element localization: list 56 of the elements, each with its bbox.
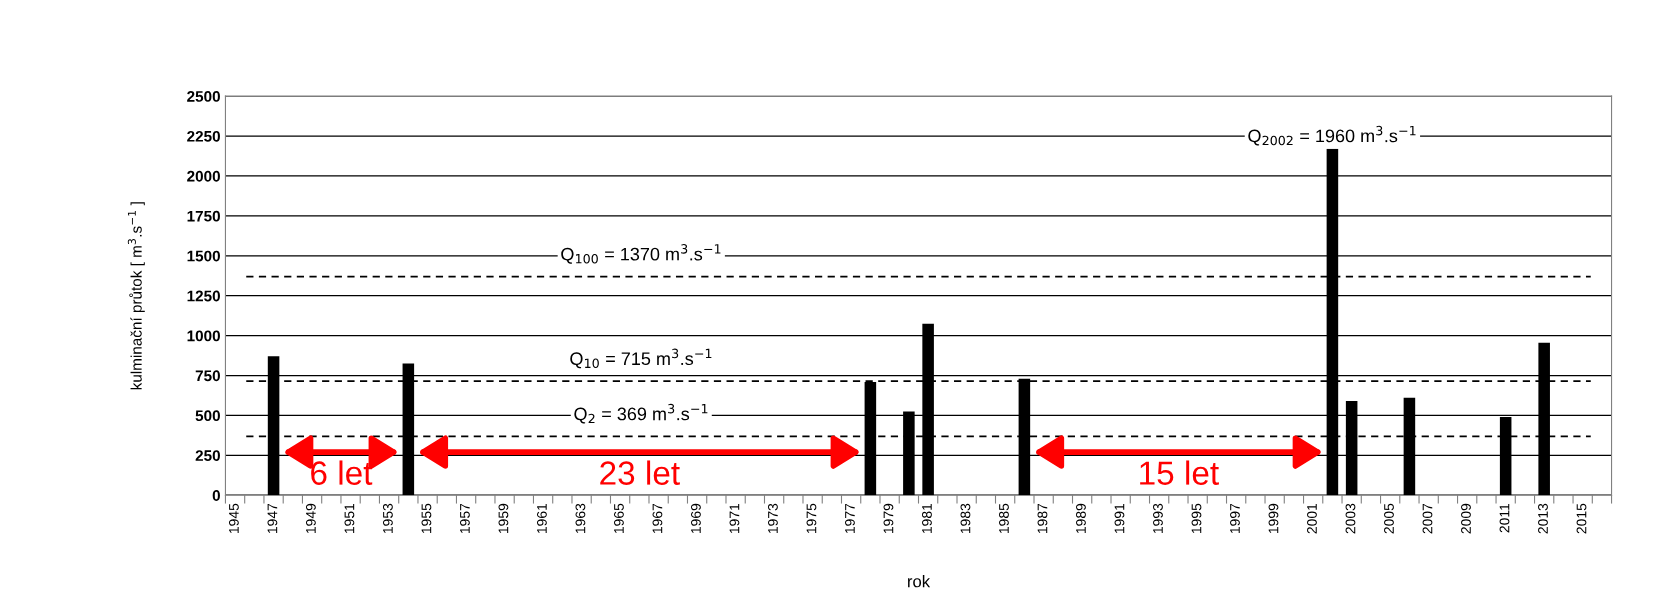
x-tick-label: 2007	[1422, 503, 1433, 534]
ref-line-label: Q$_{10}$ = 715 m$^{3}$.s$^{−1}$	[570, 348, 712, 369]
x-tick-label: 1989	[1076, 503, 1086, 534]
annotation: 6 let	[311, 460, 373, 485]
y-tick-label: 1500	[187, 250, 220, 262]
y-tick-label: 2250	[187, 130, 220, 142]
ref-line-label: Q$_{100}$ = 1370 m$^{3}$.s$^{−1}$	[561, 244, 721, 264]
x-tick-label: 1973	[768, 503, 778, 534]
x-tick-label: 1969	[691, 503, 701, 534]
x-tick-label: 1975	[806, 503, 817, 534]
x-tick-label: 1953	[382, 503, 393, 534]
y-tick-label: 500	[195, 410, 220, 422]
y-tick-label: 2000	[187, 170, 220, 182]
x-tick-label: 1999	[1268, 503, 1279, 534]
x-tick-label: 1995	[1191, 503, 1202, 534]
x-tick-label: 2011	[1499, 503, 1510, 533]
x-axis-title: rok	[908, 575, 931, 588]
annotation: 15 let	[1140, 460, 1219, 485]
y-tick-label: 1750	[187, 210, 220, 222]
x-tick-label: 2009	[1461, 503, 1471, 534]
x-tick-label: 1985	[999, 503, 1009, 534]
x-tick-label: 1951	[344, 503, 355, 534]
x-tick-label: 2005	[1384, 503, 1394, 534]
x-tick-label: 2013	[1538, 503, 1548, 534]
x-tick-label: 2015	[1576, 503, 1587, 534]
annotation: 23 let	[600, 460, 680, 485]
x-tick-label: 1987	[1037, 503, 1048, 534]
y-tick-label: 1250	[187, 290, 220, 302]
x-tick-label: 1955	[421, 503, 432, 534]
x-tick-label: 1959	[498, 503, 509, 534]
x-tick-label: 1949	[305, 503, 316, 534]
y-tick-label: 1000	[187, 330, 220, 342]
x-tick-label: 2001	[1307, 503, 1317, 534]
x-tick-label: 1993	[1153, 503, 1163, 534]
x-tick-label: 1965	[614, 503, 624, 534]
annotation: Q$_{2002}$ = 1960 m$^{3}$.s$^{−1}$	[1248, 125, 1416, 146]
x-tick-label: 1961	[536, 503, 547, 534]
y-tick-label: 250	[195, 450, 220, 461]
x-tick-label: 1963	[575, 503, 586, 534]
x-tick-label: 1981	[922, 503, 932, 534]
x-tick-label: 2003	[1345, 503, 1356, 534]
y-tick-label: 0	[212, 490, 220, 501]
x-tick-label: 1945	[228, 503, 239, 534]
x-tick-label: 1977	[845, 503, 855, 534]
x-tick-label: 1983	[960, 503, 971, 534]
x-tick-label: 1991	[1114, 503, 1125, 534]
y-tick-label: 2500	[187, 91, 220, 102]
x-tick-label: 1997	[1230, 503, 1240, 534]
y-tick-label: 750	[195, 370, 220, 382]
x-tick-label: 1967	[652, 503, 663, 534]
x-tick-label: 1947	[267, 503, 278, 534]
x-tick-label: 1979	[883, 503, 894, 534]
y-axis-title: kulminační průtok [ m$^{3}$.s$^{−1}$ ]	[127, 202, 145, 390]
ref-line-label: Q$_{2}$ = 369 m$^{3}$.s$^{−1}$	[574, 403, 708, 424]
x-tick-label: 1971	[729, 503, 740, 534]
x-tick-label: 1957	[459, 503, 470, 534]
